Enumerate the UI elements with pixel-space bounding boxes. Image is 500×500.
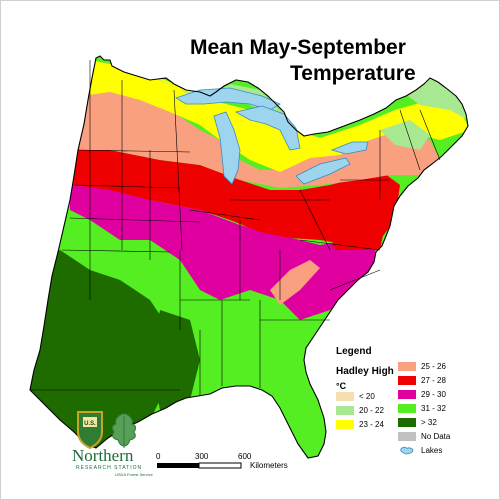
scale-tick-300: 300	[195, 452, 209, 461]
legend-swatch	[398, 432, 416, 441]
legend-item: No Data	[398, 432, 450, 441]
legend-item: < 20	[336, 392, 375, 401]
legend-label: 25 - 26	[421, 362, 446, 371]
legend-item: 25 - 26	[398, 362, 446, 371]
legend-swatch	[398, 362, 416, 371]
scale-bar	[157, 462, 242, 469]
legend-item: 31 - 32	[398, 404, 446, 413]
legend-title: Legend	[336, 346, 372, 357]
legend-swatch	[398, 418, 416, 427]
legend-item: > 32	[398, 418, 437, 427]
legend-swatch	[336, 406, 354, 415]
shield-text: U.S.	[84, 421, 96, 427]
oak-leaf-icon	[111, 413, 137, 448]
legend-item: 29 - 30	[398, 390, 446, 399]
legend-swatch	[398, 404, 416, 413]
legend-label: 27 - 28	[421, 376, 446, 385]
legend-item: 20 - 22	[336, 406, 384, 415]
legend-item: 23 - 24	[336, 420, 384, 429]
logo-subtitle: RESEARCH STATION	[76, 465, 143, 471]
legend-item: 27 - 28	[398, 376, 446, 385]
legend-label: No Data	[421, 432, 451, 441]
legend-label: < 20	[359, 392, 375, 401]
legend-label: 23 - 24	[359, 420, 384, 429]
legend-label-lakes: Lakes	[421, 446, 443, 455]
map-title-line2: Temperature	[290, 62, 416, 85]
lakes-icon	[400, 446, 414, 455]
logo-agency: USDA Forest Service	[115, 472, 153, 477]
legend-label: 29 - 30	[421, 390, 446, 399]
legend-model: Hadley High	[336, 366, 394, 377]
legend-item-lakes: Lakes	[398, 446, 442, 455]
northern-research-station-logo: U.S.	[77, 411, 137, 450]
country-outline	[29, 55, 469, 459]
legend-label: > 32	[421, 418, 437, 427]
scale-unit: Kilometers	[250, 461, 288, 470]
legend-swatch	[336, 420, 354, 429]
state-borders	[30, 60, 441, 396]
scale-tick-0: 0	[156, 452, 161, 461]
legend-label: 20 - 22	[359, 406, 384, 415]
legend-swatch	[398, 390, 416, 399]
logo-name: Northern	[72, 446, 134, 465]
legend-label: 31 - 32	[421, 404, 446, 413]
legend-unit: °C	[336, 381, 347, 391]
legend-swatch	[398, 376, 416, 385]
scale-tick-600: 600	[238, 452, 252, 461]
map-title-line1: Mean May-September	[190, 36, 406, 59]
legend-swatch	[336, 392, 354, 401]
